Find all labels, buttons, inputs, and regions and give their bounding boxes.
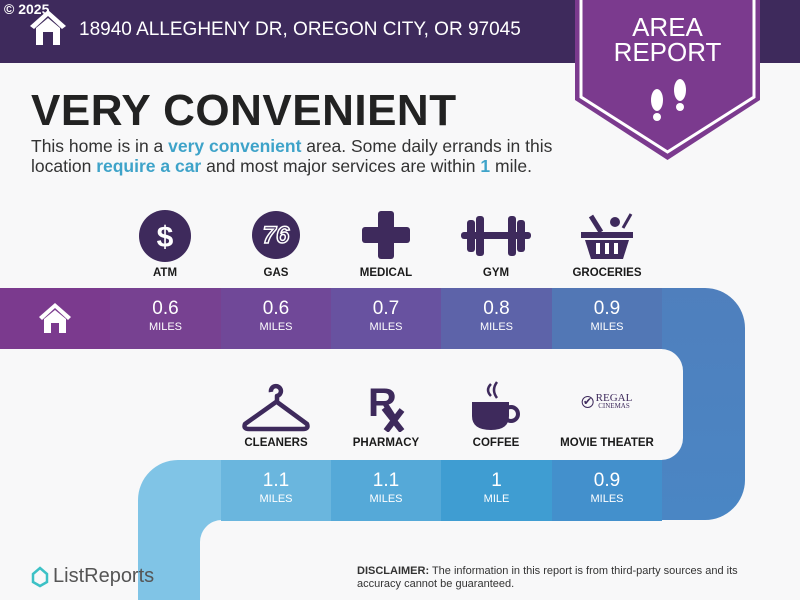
dollar-icon: $ [139,210,191,262]
svg-text:$: $ [157,221,174,254]
disclaimer: DISCLAIMER: The information in this repo… [357,565,738,590]
badge-line-2: REPORT [613,37,722,67]
amenity-coffee: COFFEE [441,380,551,455]
footprints-icon [651,89,663,111]
amenity-gas: 76 GAS [221,208,331,283]
groceries-distance: 0.9 MILES [552,288,662,349]
pharmacy-distance: 1.1 MILES [331,460,441,521]
amenity-atm: $ ATM [110,208,220,283]
amenity-cleaners: CLEANERS [221,380,331,455]
basket-icon [581,213,633,259]
gas-distance: 0.6 MILES [221,288,331,349]
gym-distance: 0.8 MILES [441,288,552,349]
home-segment [0,288,110,349]
amenity-movie-theater: ✔ REGAL CINEMAS MOVIE THEATER [560,392,654,450]
listreports-logo-icon [31,565,49,587]
footer-panel [200,520,800,600]
home-icon [30,10,66,45]
listreports-logo: ListReports [31,565,154,588]
amenity-medical: MEDICAL [331,208,441,283]
atm-distance: 0.6 MILES [110,288,221,349]
amenity-groceries: GROCERIES [552,208,662,283]
medical-cross-icon [362,211,410,259]
property-address: 18940 ALLEGHENY DR, OREGON CITY, OR 9704… [79,19,521,40]
page-title: VERY CONVENIENT [31,86,457,135]
regal-cinemas-logo: ✔ REGAL CINEMAS [581,392,633,410]
copyright: © 2025 [4,1,50,17]
rx-icon: R [368,382,405,432]
summary-text: This home is in a very convenient area. … [31,136,553,176]
coffee-distance: 1 MILE [441,460,552,521]
home-icon [39,303,71,333]
badge-line-1: AREA [632,12,703,42]
76-gas-icon: 76 [252,211,300,259]
hanger-icon [242,383,310,432]
coffee-icon [472,381,520,430]
amenity-pharmacy: R PHARMACY [352,382,420,449]
cleaners-distance: 1.1 MILES [221,460,331,521]
medical-distance: 0.7 MILES [331,288,441,349]
area-report-badge [575,0,760,160]
dumbbell-icon [461,216,531,256]
svg-text:76: 76 [263,222,290,249]
amenity-gym: GYM [441,208,551,283]
movie-theater-distance: 0.9 MILES [552,460,662,521]
